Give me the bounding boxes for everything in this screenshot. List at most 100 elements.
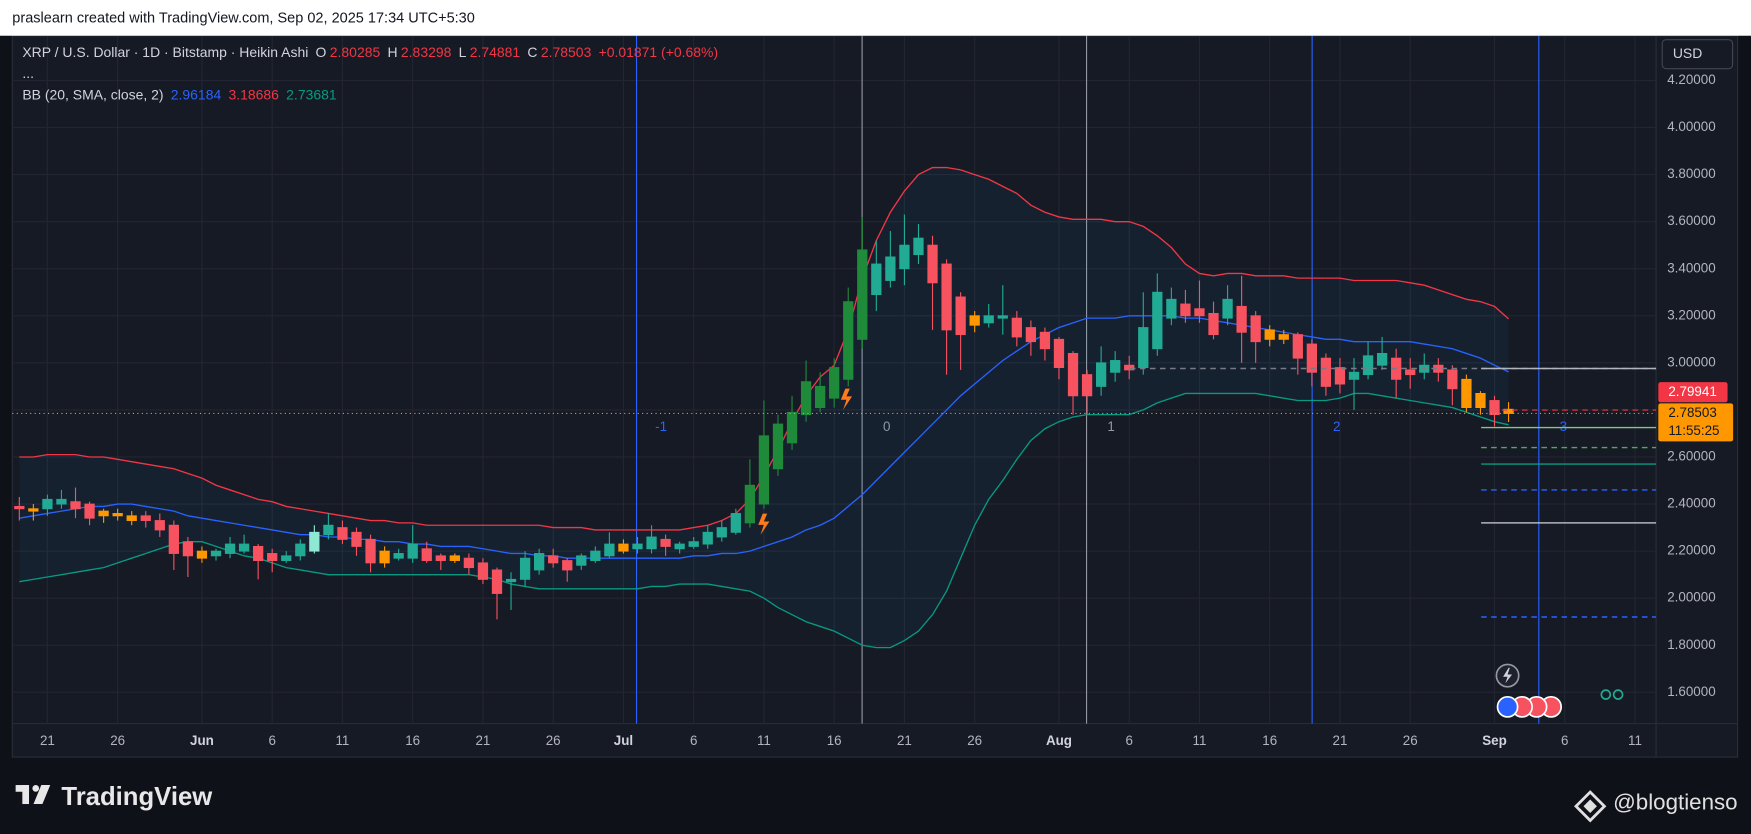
price-levels (12, 367, 1657, 618)
candle-body (519, 557, 531, 580)
logo-part (33, 785, 51, 805)
candle-body (1278, 334, 1289, 340)
icon-part (1612, 689, 1624, 700)
candle-body (238, 543, 250, 552)
y-tick-label: 4.00000 (1667, 119, 1715, 134)
flag-icon[interactable] (1496, 695, 1519, 718)
candle-body (730, 513, 741, 533)
currency-button[interactable]: USD (1661, 39, 1734, 70)
x-tick-label: 21 (897, 733, 912, 748)
y-tick-label: 2.00000 (1667, 590, 1715, 605)
candle-body (1362, 355, 1374, 376)
x-tick-label: 21 (475, 733, 490, 748)
x-tick-label: 26 (110, 733, 125, 748)
credit: praslearn created with TradingView.com, … (12, 8, 475, 26)
candle-body (477, 562, 489, 580)
candle-body (407, 543, 418, 559)
more-button[interactable]: ... (22, 65, 34, 82)
candle-body (927, 244, 938, 284)
candle-body (983, 315, 994, 324)
candle-body (674, 543, 685, 550)
candle-body (1025, 327, 1037, 343)
candle-body (1376, 352, 1388, 366)
x-tick-label: 16 (827, 733, 842, 748)
candle-body (379, 550, 390, 564)
candle-body (70, 501, 81, 510)
candle-body (604, 543, 615, 557)
cycle-label: -1 (655, 419, 667, 434)
candle-body (126, 515, 137, 521)
credit-bar: praslearn created with TradingView.com, … (0, 0, 1751, 36)
event-icon[interactable] (758, 513, 770, 535)
candle-body (871, 263, 882, 296)
candle-body (800, 381, 812, 416)
event-icon[interactable] (840, 388, 853, 410)
candle-body (1348, 371, 1360, 380)
y-tick-label: 3.40000 (1667, 260, 1715, 275)
indicator-value: 3.18686 (228, 87, 279, 103)
candle-body (154, 520, 165, 531)
symbol-legend: XRP / U.S. Dollar · 1D · Bitstamp · Heik… (22, 45, 721, 61)
candle-body (182, 541, 194, 557)
candle-body (281, 555, 292, 561)
candle-body (1208, 312, 1219, 336)
candles (14, 214, 1514, 620)
candle-body (309, 531, 320, 552)
ohlc-value: 2.74881 (469, 44, 521, 61)
chart-frame (11, 35, 1739, 758)
economic-events[interactable] (1496, 695, 1562, 718)
cycle-label: 0 (883, 419, 890, 434)
candle-body (941, 263, 952, 331)
candle-body (196, 550, 208, 559)
icon-part (1574, 790, 1607, 823)
ohlc-letter: O (315, 44, 327, 61)
candle-body (618, 543, 629, 552)
x-tick-label: 16 (405, 733, 420, 748)
candle-body (224, 543, 236, 554)
candle-body (857, 249, 868, 340)
dividend-icon[interactable] (1600, 689, 1624, 700)
logo-part (22, 785, 30, 805)
alert-price-label: 2.79941 (1668, 384, 1716, 399)
ohlc-letter: L (458, 44, 467, 61)
candle-body (688, 541, 699, 547)
ohlc-value: 2.78503 (540, 44, 592, 61)
y-tick-label: 2.60000 (1667, 449, 1715, 464)
candle-body (1306, 343, 1318, 373)
candle-body (1039, 331, 1051, 350)
y-tick-label: 3.80000 (1667, 166, 1715, 181)
ohlc-letter: C (527, 44, 538, 61)
candle-body (997, 315, 1008, 319)
candle-body (1011, 317, 1022, 338)
x-tick-label: 6 (690, 733, 697, 748)
candle-body (1067, 352, 1079, 397)
x-tick-label: Sep (1482, 733, 1507, 748)
candle-body (505, 578, 517, 583)
candle-body (42, 498, 53, 510)
ohlc-letter: H (387, 44, 398, 61)
candle-body (168, 524, 179, 554)
x-tick-label: 26 (1403, 733, 1418, 748)
icon-part (1600, 689, 1612, 700)
price-change: +0.01871 (+0.68%) (598, 44, 719, 61)
y-tick-label: 3.00000 (1667, 354, 1715, 369)
candle-body (1081, 374, 1093, 397)
candle-body (1138, 327, 1149, 369)
candle-body (267, 553, 278, 561)
countdown: 11:55:25 (1668, 423, 1719, 438)
candle-body (1461, 378, 1472, 409)
candle-body (1124, 364, 1135, 371)
ohlc-value: 2.83298 (400, 44, 452, 61)
candle-body (843, 301, 854, 380)
candle-body (351, 531, 362, 547)
y-tick-label: 4.20000 (1667, 72, 1715, 87)
candle-body (590, 550, 601, 561)
price-tag (1658, 403, 1734, 442)
candle-body (955, 296, 966, 336)
candle-body (772, 423, 784, 470)
ohlc-value: 2.80285 (329, 44, 381, 61)
candle-body (295, 543, 306, 557)
last-price-label: 2.78503 (1668, 405, 1716, 420)
candle-body (1194, 308, 1205, 317)
